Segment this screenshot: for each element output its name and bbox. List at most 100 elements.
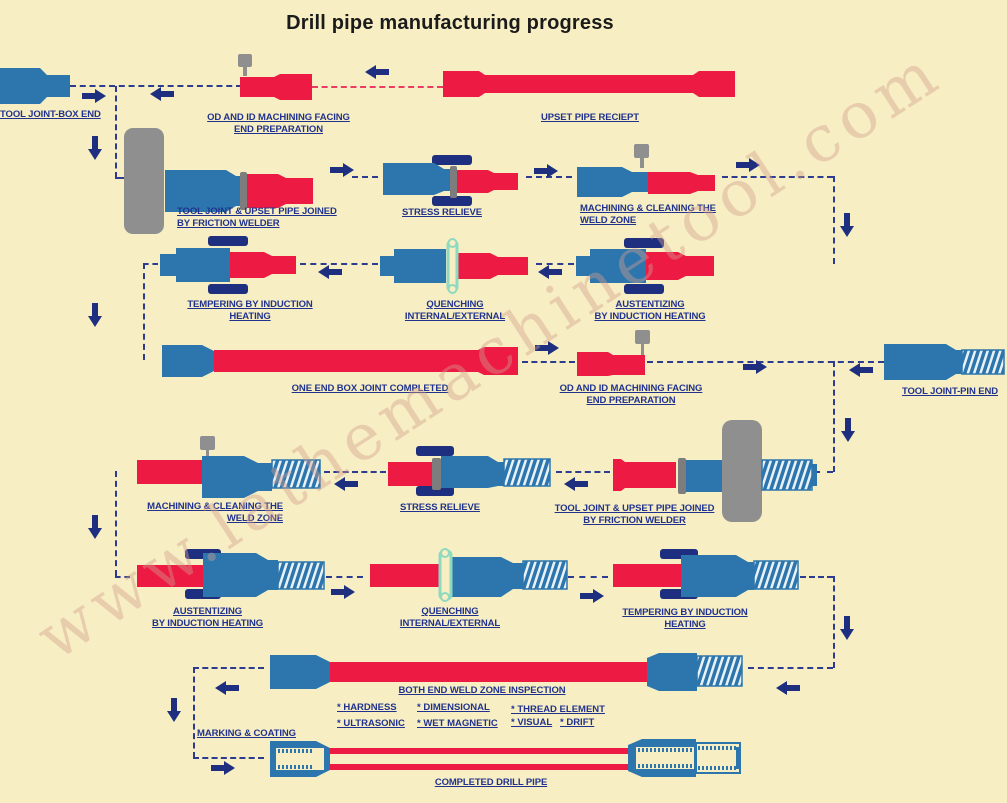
flow-arrow-right-icon [535, 341, 559, 355]
label-completed-drill-pipe: COMPLETED DRILL PIPE [416, 777, 566, 789]
pipe-graphic-completed-drill-pipe [270, 739, 741, 777]
label-line: QUENCHING [421, 606, 479, 617]
flow-arrow-left-icon [564, 477, 588, 491]
label-line: TEMPERING BY INDUCTION [622, 607, 748, 618]
label-friction-weld-box: TOOL JOINT & UPSET PIPE JOINED BY FRICTI… [177, 206, 342, 231]
flow-arrow-down-icon [840, 616, 854, 640]
page-title: Drill pipe manufacturing progress [286, 12, 614, 34]
dashed-connector [324, 471, 386, 473]
pipe-graphic-machining-cleaning-pin [137, 436, 321, 498]
label-line: INTERNAL/EXTERNAL [404, 311, 506, 323]
dashed-connector [70, 85, 242, 87]
pipe-graphic-stress-relieve-box [383, 155, 518, 206]
dashed-connector [193, 667, 195, 758]
dashed-connector [568, 576, 608, 578]
flow-arrow-right-icon [743, 360, 767, 374]
dashed-connector [115, 177, 127, 179]
pipe-graphic-quenching-box [380, 238, 528, 294]
label-line: STRESS RELIEVE [400, 502, 480, 513]
pipe-graphic-austentizing-pin [137, 549, 325, 599]
label-line: BY FRICTION WELDER [177, 218, 280, 230]
pin-threads-icon [503, 458, 551, 487]
pipe-graphic-friction-weld-pin [613, 420, 817, 522]
label-line: END PREPARATION [586, 395, 676, 407]
machining-tool-icon [238, 54, 252, 67]
inspection-item-ultrasonic: * ULTRASONIC [337, 718, 405, 729]
inspection-item-visual: * VISUAL [511, 717, 553, 728]
weld-collar-icon [432, 458, 441, 490]
heater-bar-icon [432, 196, 472, 206]
dashed-connector [833, 576, 835, 668]
inspection-item-wet-magnetic: * WET MAGNETIC [417, 718, 498, 729]
label-tempering-box: TEMPERING BY INDUCTION HEATING [160, 299, 340, 324]
label-line: INTERNAL/EXTERNAL [399, 618, 501, 630]
flow-arrow-right-icon [580, 589, 604, 603]
label-austentizing-pin: AUSTENTIZING BY INDUCTION HEATING [140, 606, 275, 631]
weld-collar-icon [678, 458, 686, 494]
label-line: STRESS RELIEVE [402, 207, 482, 218]
friction-welder-icon [124, 128, 164, 234]
friction-welder-icon [722, 420, 762, 522]
flow-arrow-left-icon [538, 265, 562, 279]
pipe-graphic-stress-relieve-pin [388, 446, 551, 496]
dashed-connector [833, 361, 835, 472]
pipe-graphic-inspection [270, 653, 743, 691]
flow-arrow-left-icon [776, 681, 800, 695]
label-tool-joint-box-end: TOOL JOINT-BOX END [0, 109, 150, 121]
heater-bar-icon [624, 238, 664, 248]
label-line: UPSET PIPE RECIEPT [541, 112, 639, 123]
quench-ring-icon [438, 549, 453, 601]
heater-bar-icon [416, 486, 454, 496]
label-od-id-machining-box: OD AND ID MACHINING FACING END PREPARATI… [196, 112, 361, 137]
pipe-graphic-one-end-box-joint [162, 345, 518, 377]
label-stress-relieve-box: STRESS RELIEVE [392, 207, 492, 219]
pipe-graphic-austentizing-box [576, 238, 714, 294]
flow-arrow-left-icon [215, 681, 239, 695]
pin-threads-icon [277, 561, 325, 590]
dashed-connector [800, 576, 833, 578]
pin-threads-icon [522, 560, 568, 590]
dashed-connector [748, 667, 833, 669]
dashed-connector [833, 176, 835, 264]
label-tempering-pin: TEMPERING BY INDUCTION HEATING [610, 607, 760, 632]
label-line: BY INDUCTION HEATING [151, 618, 264, 630]
label-quenching-pin: QUENCHING INTERNAL/EXTERNAL [385, 606, 515, 631]
heater-bar-icon [624, 284, 664, 294]
weld-collar-icon [240, 172, 247, 210]
label-line: TOOL JOINT-BOX END [0, 109, 101, 120]
label-line: END PREPARATION [234, 124, 323, 136]
quench-ring-icon [446, 239, 459, 293]
flow-arrow-down-icon [88, 303, 102, 327]
pipe-graphic-od-id-machining-box [238, 54, 312, 100]
pin-threads-icon [696, 655, 743, 687]
label-marking-coating: MARKING & COATING [197, 728, 327, 740]
dashed-connector [115, 471, 117, 576]
flow-arrow-down-icon [88, 136, 102, 160]
pipe-graphic-tool-joint-pin-end [884, 344, 1005, 380]
dashed-connector [193, 667, 264, 669]
label-line: BY INDUCTION HEATING [594, 311, 706, 323]
red-dashed-connector [312, 86, 443, 88]
pipe-graphic-tempering-pin [613, 549, 799, 599]
flow-arrow-down-icon [840, 213, 854, 237]
label-machining-cleaning-pin: MACHINING & CLEANING THE WELD ZONE [138, 501, 283, 526]
dashed-connector [115, 576, 130, 578]
inspection-item-hardness: * HARDNESS [337, 702, 397, 713]
machining-tool-icon [200, 436, 215, 450]
label-line: COMPLETED DRILL PIPE [434, 777, 548, 788]
flow-arrow-right-icon [330, 163, 354, 177]
flow-arrow-down-icon [841, 418, 855, 442]
pin-threads-icon [761, 459, 813, 491]
inspection-item-drift: * DRIFT [560, 717, 595, 728]
pin-threads-icon [961, 349, 1005, 375]
dashed-connector [193, 757, 264, 759]
inspection-item-dimensional: * DIMENSIONAL [417, 702, 490, 713]
dashed-connector [143, 263, 158, 265]
flow-arrow-left-icon [365, 65, 389, 79]
dashed-connector [556, 471, 610, 473]
pipe-graphic-machining-cleaning-box [577, 144, 715, 197]
machining-tool-icon [634, 144, 649, 158]
label-line: QUENCHING [426, 299, 484, 310]
label-line: OD AND ID MACHINING FACING [207, 112, 350, 123]
pipe-graphic-quenching-pin [370, 548, 568, 602]
